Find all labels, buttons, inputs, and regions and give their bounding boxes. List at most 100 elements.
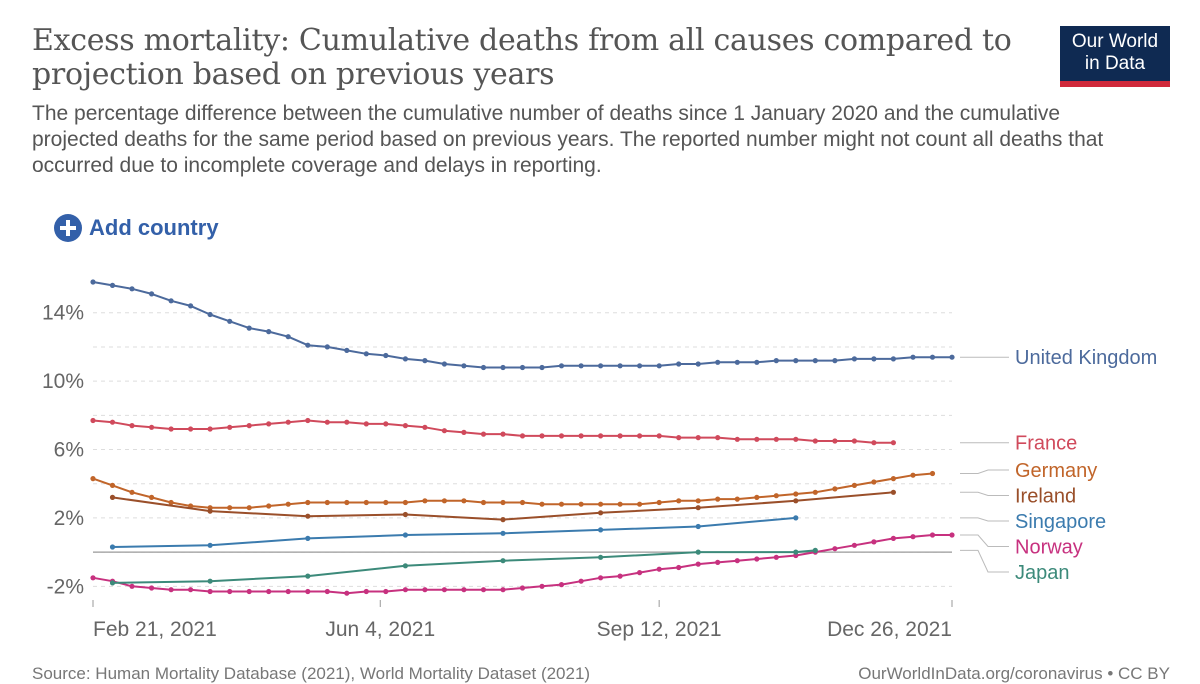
data-point-germany <box>480 499 487 506</box>
data-point-germany <box>676 498 682 504</box>
data-point-ireland <box>402 511 408 518</box>
data-point-japan <box>305 573 311 579</box>
data-point-singapore <box>207 542 213 548</box>
data-point-united-kingdom <box>363 351 369 357</box>
data-point-france <box>480 431 487 437</box>
data-point-germany <box>324 499 330 506</box>
data-point-ireland <box>890 489 897 495</box>
data-point-norway <box>441 587 447 593</box>
data-point-norway <box>188 587 194 593</box>
data-point-france <box>793 436 799 442</box>
legend-label-singapore: Singapore <box>1015 511 1106 533</box>
x-tick-label: Feb 21, 2021 <box>93 618 217 641</box>
data-point-france <box>656 433 662 439</box>
legend-connector <box>960 491 1009 496</box>
data-point-germany <box>422 498 428 504</box>
x-tick-label: Jun 4, 2021 <box>325 618 435 641</box>
data-point-germany <box>90 476 96 482</box>
data-point-ireland <box>207 508 213 514</box>
data-point-united-kingdom <box>149 291 155 297</box>
data-point-france <box>402 423 408 429</box>
data-point-france <box>441 428 447 434</box>
data-point-united-kingdom <box>285 334 291 340</box>
data-point-united-kingdom <box>851 356 858 362</box>
data-point-germany <box>305 499 311 506</box>
data-point-norway <box>129 583 135 589</box>
data-point-germany <box>890 476 897 482</box>
data-point-ireland <box>500 517 506 523</box>
data-point-norway <box>773 554 779 560</box>
data-point-norway <box>578 578 584 584</box>
data-point-united-kingdom <box>461 363 467 369</box>
data-point-united-kingdom <box>832 358 838 364</box>
data-point-germany <box>715 496 721 502</box>
data-point-ireland <box>793 498 799 504</box>
data-point-united-kingdom <box>558 363 565 369</box>
data-point-germany <box>402 499 408 506</box>
data-point-france <box>246 423 252 429</box>
legend-label-japan: Japan <box>1015 562 1070 584</box>
data-point-france <box>422 424 428 430</box>
data-point-united-kingdom <box>871 356 877 362</box>
data-point-germany <box>168 499 174 506</box>
logo-line-2: in Data <box>1084 53 1146 74</box>
data-point-ireland <box>598 510 604 516</box>
data-point-united-kingdom <box>109 282 116 288</box>
legend-connector <box>960 549 1009 573</box>
data-point-united-kingdom <box>617 363 623 369</box>
data-point-singapore <box>598 527 604 533</box>
legend-label-france: France <box>1015 433 1077 455</box>
data-point-france <box>129 423 135 429</box>
data-point-france <box>90 417 96 424</box>
data-point-germany <box>656 499 662 506</box>
license-link[interactable]: OurWorldInData.org/coronavirus • CC BY <box>858 664 1170 683</box>
data-point-united-kingdom <box>305 342 311 348</box>
add-country-button[interactable]: Add country <box>54 214 219 242</box>
data-point-united-kingdom <box>656 363 662 369</box>
data-point-france <box>734 436 740 442</box>
data-point-norway <box>344 590 350 596</box>
data-point-france <box>500 431 506 437</box>
data-point-united-kingdom <box>773 358 779 364</box>
data-point-germany <box>812 489 818 495</box>
data-point-france <box>266 421 272 427</box>
data-point-germany <box>129 489 135 495</box>
data-point-germany <box>871 479 877 485</box>
data-point-france <box>832 438 838 444</box>
data-point-germany <box>227 505 233 511</box>
data-point-france <box>519 433 526 439</box>
series-line-singapore <box>112 516 796 548</box>
data-point-germany <box>734 496 740 502</box>
data-point-germany <box>344 499 350 506</box>
data-point-united-kingdom <box>168 298 174 304</box>
data-point-germany <box>558 501 565 507</box>
data-point-united-kingdom <box>598 363 604 369</box>
plus-circle-icon <box>54 214 82 242</box>
data-point-japan <box>500 558 506 564</box>
data-point-france <box>227 424 233 430</box>
source-note: Source: Human Mortality Database (2021),… <box>32 664 591 683</box>
data-point-france <box>812 438 818 444</box>
data-point-japan <box>695 549 701 555</box>
data-point-germany <box>363 499 369 506</box>
data-point-ireland <box>305 513 311 519</box>
x-tick-label: Dec 26, 2021 <box>827 618 952 641</box>
data-point-japan <box>402 563 408 569</box>
data-point-united-kingdom <box>949 354 955 360</box>
data-point-france <box>715 435 721 441</box>
data-point-france <box>324 419 330 425</box>
data-point-norway <box>539 583 545 589</box>
data-point-norway <box>871 539 877 545</box>
data-point-norway <box>207 588 213 595</box>
data-point-united-kingdom <box>793 358 799 364</box>
data-point-germany <box>578 501 584 507</box>
data-point-singapore <box>500 530 506 536</box>
data-point-germany <box>754 494 760 500</box>
data-point-japan <box>598 554 604 560</box>
y-tick-label: 6% <box>54 439 84 462</box>
data-point-france <box>344 419 350 425</box>
data-point-germany <box>109 482 116 488</box>
owid-logo[interactable]: Our World in Data <box>1060 26 1170 87</box>
data-point-norway <box>266 588 272 595</box>
